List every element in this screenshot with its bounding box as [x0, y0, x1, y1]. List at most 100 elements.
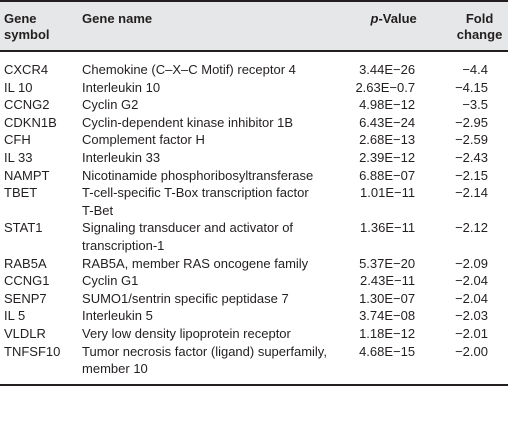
cell-gene-name: Cyclin-dependent kinase inhibitor 1B — [74, 114, 336, 132]
cell-gene-symbol: IL 5 — [4, 308, 26, 324]
gene-name-line2: T-Bet — [82, 202, 114, 218]
cell-p-value: 2.68E−13 — [359, 132, 416, 148]
cell-fold-change: −4.4 — [462, 62, 488, 77]
gene-name-line1: Interleukin 5 — [82, 308, 153, 324]
cell-fold-change: −2.09 — [455, 255, 488, 271]
gene-name-line2: transcription-1 — [82, 237, 165, 253]
cell-gene-symbol: STAT1 — [4, 220, 43, 236]
cell-fold-change: −3.5 — [462, 97, 488, 113]
header-gene-symbol: Gene symbol — [0, 1, 74, 51]
gene-name-line1: Cyclin G2 — [82, 97, 139, 113]
cell-gene-name: SUMO1/sentrin specific peptidase 7 — [74, 290, 336, 308]
cell-fold-change: −4.15 — [455, 79, 488, 95]
gene-name-line1: T-cell-specific T-Box transcription fact… — [82, 185, 309, 201]
cell-p-value: 2.43E−11 — [360, 273, 416, 289]
table-row: VLDLR Very low density lipoprotein recept… — [0, 325, 508, 343]
cell-p-value: 1.01E−11 — [360, 185, 416, 201]
cell-gene-name: Very low density lipoprotein receptor — [74, 325, 336, 343]
table-row: CXCR4 Chemokine (C–X–C Motif) receptor 4 3… — [0, 51, 508, 79]
table-header: Gene symbol Gene name p-Value Fold chang… — [0, 1, 508, 51]
cell-gene-symbol: CXCR4 — [4, 62, 49, 77]
cell-fold-change: −2.15 — [455, 167, 488, 183]
table-row: CDKN1B Cyclin-dependent kinase inhibitor … — [0, 114, 508, 132]
cell-gene-symbol: TNFSF10 — [4, 343, 61, 359]
cell-p-value: 1.18E−12 — [359, 325, 416, 341]
cell-p-value: 4.98E−12 — [359, 97, 416, 113]
gene-name-line1: Complement factor H — [82, 132, 205, 148]
gene-name-line1: RAB5A, member RAS oncogene family — [82, 255, 309, 271]
cell-gene-symbol: CCNG2 — [4, 97, 50, 113]
cell-gene-name: Chemokine (C–X–C Motif) receptor 4 — [74, 51, 336, 79]
cell-fold-change: −2.04 — [455, 273, 488, 289]
header-fold-change: Fold change — [451, 1, 508, 51]
gene-name-line1: Cyclin-dependent kinase inhibitor 1B — [82, 114, 294, 130]
cell-gene-name: Cyclin G2 — [74, 96, 336, 114]
cell-fold-change: −2.59 — [455, 132, 488, 148]
cell-gene-name: RAB5A, member RAS oncogene family — [74, 255, 336, 273]
header-gene-name: Gene name — [74, 1, 336, 51]
header-p-value: p-Value — [336, 1, 451, 51]
header-gene-symbol-line1: Gene — [4, 11, 37, 26]
cell-gene-name: T-cell-specific T-Box transcription fact… — [74, 184, 336, 219]
table-body: CXCR4 Chemokine (C–X–C Motif) receptor 4 3… — [0, 51, 508, 385]
cell-fold-change: −2.00 — [455, 343, 488, 359]
table-row: TBET T-cell-specific T-Box transcription … — [0, 184, 508, 219]
cell-p-value: 3.44E−26 — [359, 62, 416, 77]
gene-table: Gene symbol Gene name p-Value Fold chang… — [0, 1, 508, 385]
cell-gene-name: Interleukin 33 — [74, 149, 336, 167]
cell-p-value: 1.36E−11 — [360, 220, 416, 236]
cell-p-value: 4.68E−15 — [359, 343, 416, 359]
cell-fold-change: −2.14 — [455, 185, 488, 201]
table-row: CFH Complement factor H 2.68E−13 −2.59 — [0, 131, 508, 149]
cell-p-value: 6.43E−24 — [359, 114, 416, 130]
gene-name-line1: Tumor necrosis factor (ligand) superfami… — [82, 343, 327, 359]
gene-name-line1: Chemokine (C–X–C Motif) receptor 4 — [82, 62, 296, 77]
table-row: IL 33 Interleukin 33 2.39E−12 −2.43 — [0, 149, 508, 167]
cell-fold-change: −2.12 — [455, 220, 488, 236]
gene-name-line1: Interleukin 33 — [82, 149, 161, 165]
cell-gene-symbol: SENP7 — [4, 290, 47, 306]
cell-gene-name: Tumor necrosis factor (ligand) superfami… — [74, 343, 336, 385]
header-gene-symbol-line2: symbol — [4, 27, 50, 42]
cell-fold-change: −2.43 — [455, 149, 488, 165]
header-row: Gene symbol Gene name p-Value Fold chang… — [0, 1, 508, 51]
table-row: SENP7 SUMO1/sentrin specific peptidase 7 1… — [0, 290, 508, 308]
gene-name-line1: Cyclin G1 — [82, 273, 139, 289]
cell-gene-name: Cyclin G1 — [74, 272, 336, 290]
table-row: STAT1 Signaling transducer and activator … — [0, 219, 508, 254]
header-fold-change-line2: change — [456, 27, 503, 42]
cell-fold-change: −2.04 — [455, 290, 488, 306]
table-row: NAMPT Nicotinamide phosphoribosyltransfer… — [0, 167, 508, 185]
cell-fold-change: −2.03 — [455, 308, 488, 324]
cell-gene-symbol: VLDLR — [4, 325, 46, 341]
header-p-value-rest: -Value — [378, 11, 417, 26]
cell-p-value: 5.37E−20 — [359, 255, 416, 271]
cell-fold-change: −2.95 — [455, 114, 488, 130]
cell-gene-symbol: IL 33 — [4, 149, 33, 165]
cell-p-value: 2.39E−12 — [359, 149, 416, 165]
table-row: RAB5A RAB5A, member RAS oncogene family 5.… — [0, 255, 508, 273]
table-row: CCNG1 Cyclin G1 2.43E−11 −2.04 — [0, 272, 508, 290]
table-row: IL 5 Interleukin 5 3.74E−08 −2.03 — [0, 307, 508, 325]
gene-name-line1: Interleukin 10 — [82, 79, 161, 95]
cell-gene-name: Interleukin 10 — [74, 79, 336, 97]
header-gene-name-label: Gene name — [82, 11, 153, 26]
cell-gene-symbol: RAB5A — [4, 255, 47, 271]
table-row: CCNG2 Cyclin G2 4.98E−12 −3.5 — [0, 96, 508, 114]
cell-gene-symbol: TBET — [4, 185, 38, 201]
table-row: IL 10 Interleukin 10 2.63E−0.7 −4.15 — [0, 79, 508, 97]
cell-gene-symbol: CCNG1 — [4, 273, 50, 289]
cell-gene-symbol: NAMPT — [4, 167, 50, 183]
cell-p-value: 1.30E−07 — [359, 290, 416, 306]
cell-p-value: 2.63E−0.7 — [355, 79, 416, 95]
gene-name-line1: Signaling transducer and activator of — [82, 220, 294, 236]
cell-gene-name: Signaling transducer and activator of tra… — [74, 219, 336, 254]
cell-gene-symbol: CDKN1B — [4, 114, 57, 130]
gene-name-line1: SUMO1/sentrin specific peptidase 7 — [82, 290, 289, 306]
cell-gene-name: Complement factor H — [74, 131, 336, 149]
cell-fold-change: −2.01 — [455, 325, 488, 341]
cell-gene-name: Nicotinamide phosphoribosyltransferase — [74, 167, 336, 185]
table-row: TNFSF10 Tumor necrosis factor (ligand) su… — [0, 343, 508, 385]
cell-gene-symbol: CFH — [4, 132, 31, 148]
